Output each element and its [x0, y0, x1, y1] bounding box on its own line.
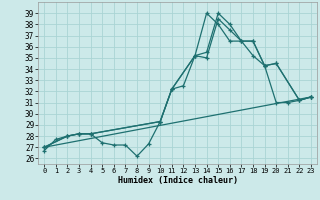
X-axis label: Humidex (Indice chaleur): Humidex (Indice chaleur): [118, 176, 238, 185]
